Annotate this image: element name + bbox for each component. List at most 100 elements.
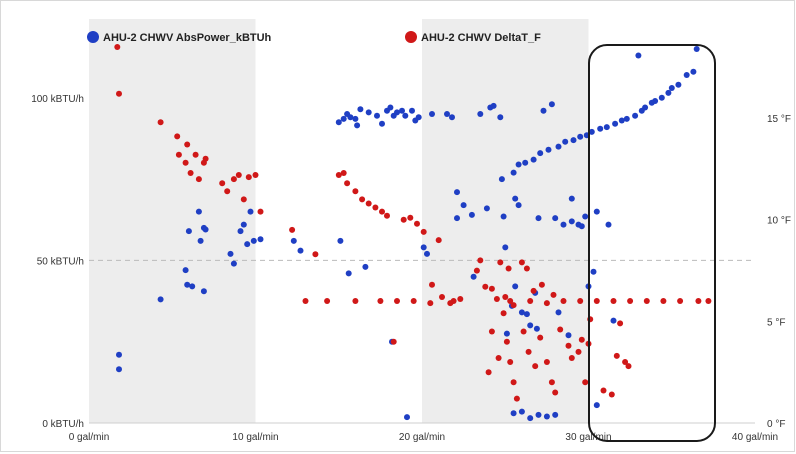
data-point-0-15	[240, 221, 247, 228]
data-point-0-89	[605, 221, 612, 228]
y-axis-right: 0 °F 5 °F 10 °F 15 °F	[767, 114, 791, 430]
data-point-0-105	[623, 115, 630, 122]
data-point-0-120	[570, 137, 577, 144]
data-point-1-67	[502, 294, 509, 300]
data-point-0-30	[357, 106, 364, 113]
data-point-1-79	[677, 298, 684, 304]
data-point-1-100	[608, 391, 615, 398]
data-point-0-11	[202, 226, 209, 233]
data-point-1-50	[510, 379, 517, 386]
data-point-1-22	[324, 298, 331, 304]
data-point-0-96	[527, 415, 534, 422]
data-point-1-58	[557, 326, 564, 333]
data-point-0-2	[157, 296, 164, 303]
data-point-1-78	[660, 298, 667, 304]
data-point-0-62	[500, 213, 507, 220]
y-right-tick-label-1: 5 °F	[767, 317, 785, 328]
data-point-1-16	[240, 196, 247, 203]
data-point-0-87	[590, 268, 597, 275]
legend-item-delta-t[interactable]: AHU-2 CHWV DeltaT_F	[405, 31, 541, 44]
data-point-0-107	[658, 94, 665, 101]
data-point-1-2	[157, 119, 164, 126]
data-point-1-39	[439, 294, 445, 300]
legend-marker-delta-t	[405, 31, 417, 43]
data-point-0-75	[540, 107, 547, 114]
data-point-0-125	[545, 146, 552, 153]
data-point-0-39	[394, 109, 400, 116]
data-point-1-76	[627, 298, 634, 304]
data-point-0-88	[593, 208, 600, 215]
data-point-1-86	[538, 281, 545, 288]
x-tick-label-3: 30 gal/min	[565, 432, 611, 443]
data-point-0-111	[510, 169, 517, 176]
data-point-1-91	[450, 298, 457, 304]
data-point-1-93	[302, 298, 309, 304]
data-point-0-36	[387, 104, 394, 111]
data-point-0-18	[250, 237, 257, 244]
data-point-1-103	[530, 287, 537, 294]
data-point-0-27	[347, 114, 354, 121]
data-point-1-9	[195, 176, 202, 183]
data-point-1-43	[477, 257, 484, 264]
data-point-0-69	[518, 309, 525, 316]
data-point-0-85	[582, 213, 589, 220]
data-point-0-57	[483, 205, 490, 212]
data-point-1-61	[578, 336, 585, 343]
legend-label-delta-t: AHU-2 CHWV DeltaT_F	[421, 32, 541, 44]
data-point-0-124	[515, 161, 522, 168]
data-point-0-104	[603, 124, 610, 131]
data-point-1-104	[550, 291, 557, 298]
data-point-0-8	[197, 237, 204, 244]
data-point-1-34	[407, 214, 414, 221]
data-point-0-47	[424, 250, 430, 257]
data-point-0-56	[477, 111, 484, 117]
data-point-1-21	[312, 251, 319, 258]
data-point-0-41	[402, 112, 409, 119]
data-point-1-32	[390, 338, 397, 345]
data-point-0-6	[189, 283, 196, 290]
data-point-0-115	[597, 125, 604, 132]
shaded-band-0	[89, 19, 256, 423]
data-point-1-49	[507, 359, 514, 365]
data-point-0-32	[365, 109, 372, 116]
data-point-1-8	[192, 151, 199, 158]
data-point-1-89	[410, 298, 417, 304]
data-point-0-61	[498, 176, 505, 183]
data-point-0-29	[354, 122, 361, 129]
data-point-0-19	[257, 236, 264, 243]
data-point-0-4	[184, 281, 191, 288]
data-point-1-5	[182, 159, 189, 166]
data-point-1-35	[414, 220, 420, 227]
data-point-0-113	[555, 143, 562, 150]
data-point-0-94	[510, 410, 517, 417]
data-point-0-81	[568, 195, 575, 202]
y-right-tick-label-3: 15 °F	[767, 114, 791, 125]
legend-item-abs-power[interactable]: AHU-2 CHWV AbsPower_kBTUh	[87, 31, 272, 44]
data-point-1-18	[252, 172, 259, 178]
data-point-0-0	[116, 351, 122, 358]
data-point-1-28	[365, 200, 372, 207]
data-point-0-82	[568, 218, 575, 225]
data-point-1-13	[224, 188, 231, 195]
data-point-0-20	[290, 237, 297, 244]
data-point-1-30	[379, 208, 385, 215]
legend-label-abs-power: AHU-2 CHWV AbsPower_kBTUh	[103, 32, 272, 44]
data-point-0-9	[200, 288, 207, 295]
data-point-0-66	[512, 283, 519, 290]
data-point-1-24	[340, 170, 347, 176]
highlight-annotation-box	[588, 44, 716, 442]
data-points	[114, 44, 712, 422]
data-point-0-80	[565, 332, 572, 339]
data-point-0-48	[429, 111, 435, 117]
data-point-1-11	[202, 155, 209, 162]
data-point-1-56	[543, 359, 550, 365]
data-point-0-112	[530, 156, 537, 163]
data-point-0-100	[522, 159, 529, 166]
data-point-1-4	[175, 151, 182, 158]
data-point-0-45	[415, 114, 422, 121]
data-point-1-23	[335, 172, 342, 178]
data-point-0-68	[515, 202, 522, 209]
data-point-0-63	[502, 244, 509, 251]
data-point-0-116	[618, 117, 625, 124]
data-point-0-78	[555, 309, 562, 316]
